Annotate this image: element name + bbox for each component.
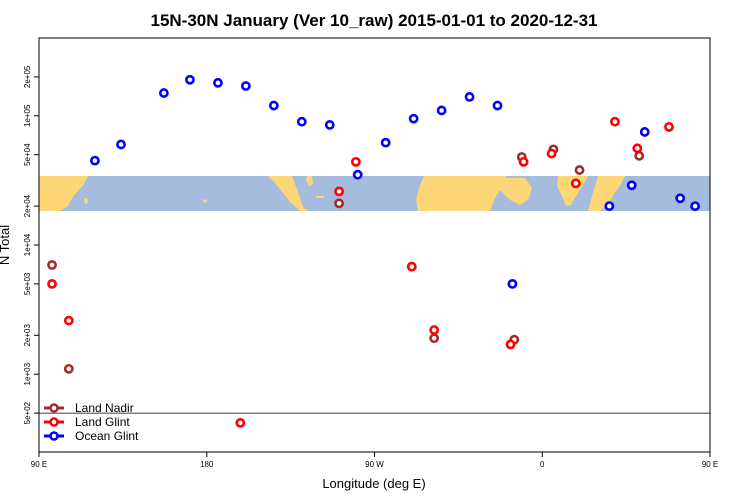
legend-marker-land-glint <box>49 417 59 427</box>
legend-marker-ocean-glint <box>49 431 59 441</box>
y-tick-label: 5e+03 <box>23 272 32 295</box>
point-land-nadir <box>63 363 74 374</box>
x-axis-label: Longitude (deg E) <box>322 476 425 491</box>
point-ocean-glint <box>690 201 700 212</box>
y-tick-label: 5e+04 <box>23 143 32 166</box>
point-ocean-glint <box>240 81 251 91</box>
point-land-glint <box>505 339 516 350</box>
y-tick-label: 2e+03 <box>23 324 32 347</box>
point-land-nadir <box>634 150 645 161</box>
point-ocean-glint <box>626 180 637 191</box>
x-tick-label: 90 W <box>365 460 384 469</box>
map-land <box>39 176 625 211</box>
point-ocean-glint <box>90 155 100 166</box>
point-land-nadir <box>334 198 344 209</box>
point-ocean-glint <box>436 105 447 116</box>
x-tick-label: 180 <box>200 460 214 469</box>
point-land-glint <box>235 417 246 428</box>
point-ocean-glint <box>408 113 419 124</box>
point-land-glint <box>664 122 674 132</box>
point-ocean-glint <box>352 169 363 180</box>
point-land-glint <box>632 143 643 154</box>
point-land-nadir <box>429 333 440 344</box>
point-land-glint <box>63 315 74 326</box>
point-land-nadir <box>47 260 57 270</box>
point-land-glint <box>334 186 344 197</box>
legend-item-ocean-glint: Ocean Glint <box>44 429 139 443</box>
legend-item-land-glint: Land Glint <box>44 415 130 429</box>
y-axis-label: N Total <box>0 225 12 265</box>
point-land-glint <box>47 278 57 289</box>
point-ocean-glint <box>213 77 223 88</box>
point-ocean-glint <box>158 88 169 98</box>
point-land-glint <box>610 116 620 127</box>
legend-label-land-glint: Land Glint <box>75 415 130 429</box>
point-land-glint <box>406 261 417 272</box>
point-land-glint <box>546 148 557 159</box>
x-tick-label: 90 E <box>31 460 47 469</box>
legend: Land Nadir Land Glint Ocean Glint <box>44 401 139 443</box>
legend-item-land-nadir: Land Nadir <box>44 401 134 415</box>
point-ocean-glint <box>507 278 518 289</box>
point-ocean-glint <box>464 92 475 102</box>
point-ocean-glint <box>604 201 615 212</box>
chart-title: 15N-30N January (Ver 10_raw) 2015-01-01 … <box>151 11 598 30</box>
point-land-glint <box>570 178 581 189</box>
legend-marker-land-nadir <box>49 403 59 413</box>
x-tick-label: 0 <box>540 460 545 469</box>
point-ocean-glint <box>268 100 279 111</box>
point-ocean-glint <box>492 100 503 111</box>
point-land-glint <box>518 156 529 167</box>
point-ocean-glint <box>185 74 195 85</box>
point-land-nadir <box>574 165 585 175</box>
legend-label-ocean-glint: Ocean Glint <box>75 429 139 443</box>
legend-label-land-nadir: Land Nadir <box>75 401 134 415</box>
y-tick-label: 2e+04 <box>23 194 32 217</box>
x-axis: 90 E 180 90 W 0 90 E <box>31 452 718 469</box>
point-ocean-glint <box>675 193 686 204</box>
y-tick-label: 5e+02 <box>23 401 32 424</box>
point-ocean-glint <box>324 120 335 130</box>
y-tick-label: 1e+03 <box>23 362 32 385</box>
point-ocean-glint <box>296 116 307 127</box>
data-points <box>47 74 700 428</box>
point-ocean-glint <box>380 137 391 148</box>
x-tick-label: 90 E <box>702 460 718 469</box>
world-map-strip <box>39 176 710 211</box>
y-tick-label: 2e+05 <box>23 65 32 88</box>
point-ocean-glint <box>639 127 650 137</box>
point-land-glint <box>429 325 440 335</box>
point-land-glint <box>350 156 361 167</box>
y-tick-label: 1e+04 <box>23 233 32 256</box>
y-tick-label: 1e+05 <box>23 104 32 127</box>
y-axis: 5e+02 1e+03 2e+03 5e+03 1e+04 2e+04 5e+04 1e+05… <box>23 65 39 424</box>
point-ocean-glint <box>116 139 126 150</box>
